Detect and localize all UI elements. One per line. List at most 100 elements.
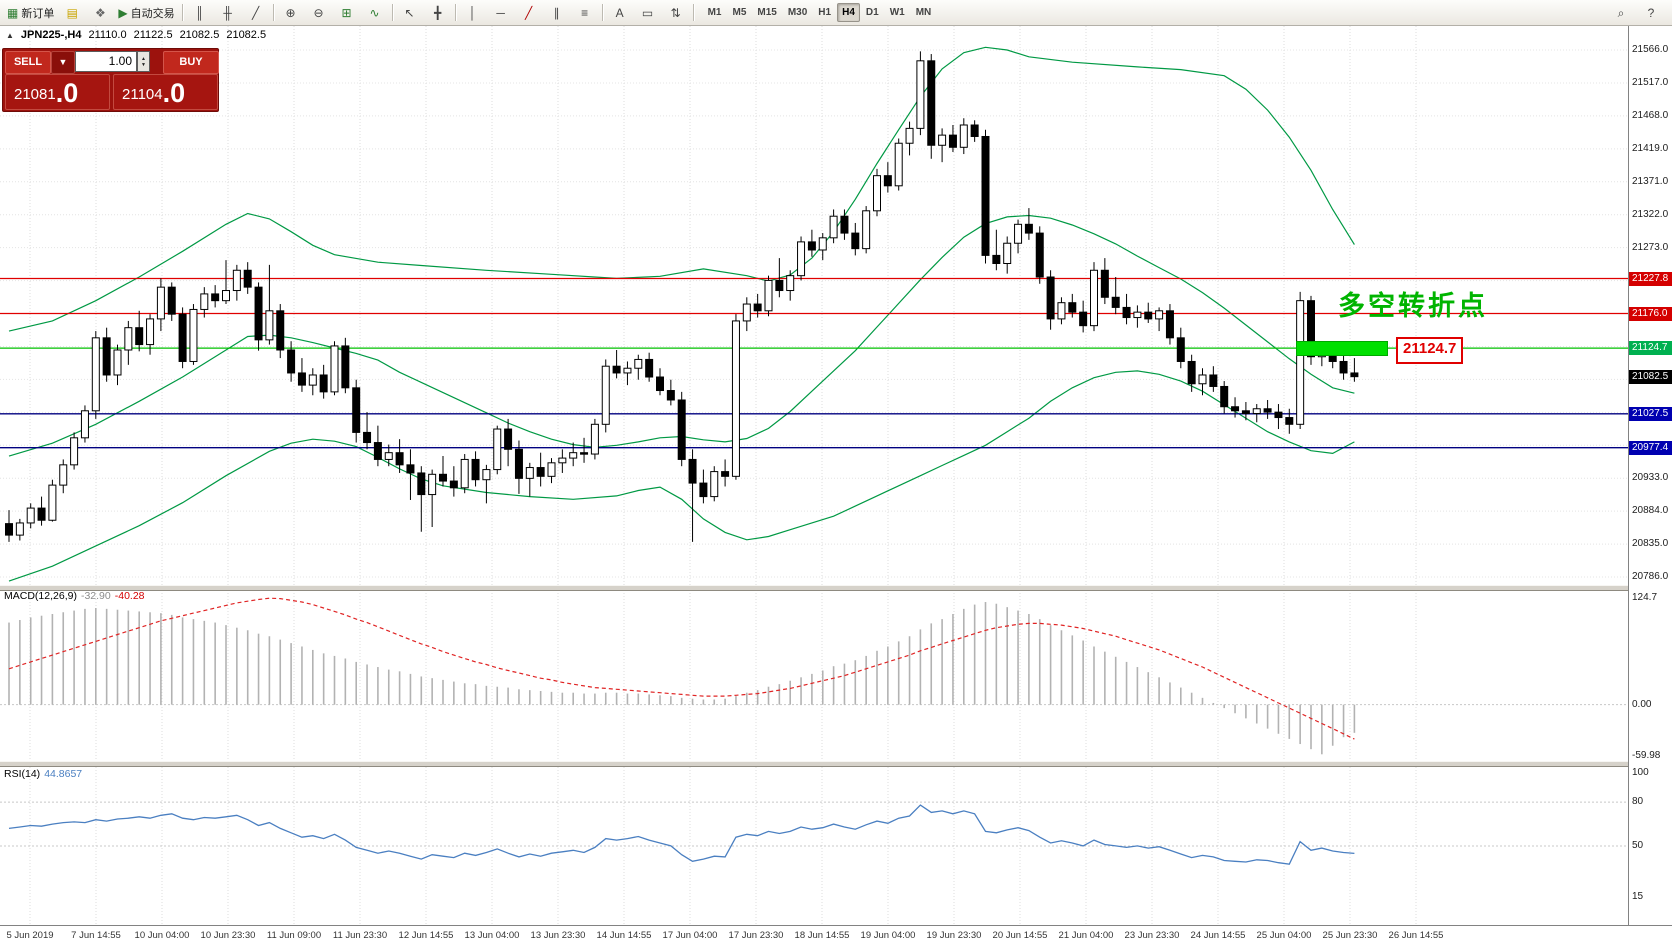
volume-dropdown-button[interactable]: ▼	[51, 51, 75, 74]
price-line-tag: 21027.5	[1629, 406, 1672, 421]
toolbar-separator	[391, 4, 393, 21]
line-chart-button[interactable]: ╱	[242, 2, 270, 24]
timeframe-w1-button[interactable]: W1	[889, 7, 905, 18]
volume-stepper[interactable]: ▲ ▼	[137, 51, 150, 72]
text-button[interactable]: A	[606, 2, 634, 24]
price-tick-label: 21322.0	[1632, 208, 1669, 220]
time-axis-label: 23 Jun 23:30	[1124, 930, 1180, 941]
zoom-out-button[interactable]: ⊖	[305, 2, 333, 24]
chart-ohlc-header: ▲ JPN225-,H4 21110.0 21122.5 21082.5 210…	[6, 29, 266, 41]
macd-scale-label: 124.7	[1632, 592, 1658, 603]
horizontal-line-button[interactable]: ─	[487, 2, 515, 24]
candlestick-chart-button[interactable]: ╫	[214, 2, 242, 24]
macd-name: MACD(12,26,9)	[4, 590, 77, 602]
volume-input[interactable]: 1.00	[75, 51, 137, 72]
tile-windows-button[interactable]: ⊞	[333, 2, 361, 24]
equidistant-channel-icon: ∥	[553, 5, 560, 20]
vertical-line-button[interactable]: │	[459, 2, 487, 24]
price-tick-label: 21517.0	[1632, 77, 1669, 89]
macd-scale-label: 0.00	[1632, 698, 1652, 710]
one-click-trading-panel: SELL ▼ 1.00 ▲ ▼ BUY 21081 .0 21104 .0	[2, 48, 219, 112]
panel-divider-rsi[interactable]	[0, 761, 1672, 767]
panel-divider-macd[interactable]	[0, 585, 1672, 591]
stepper-down-icon[interactable]: ▼	[141, 61, 146, 68]
timeframe-m1-button[interactable]: M1	[707, 7, 722, 18]
price-line-tag: 21176.0	[1629, 306, 1672, 321]
cursor-button[interactable]: ↖	[396, 2, 424, 24]
macd-main-value: -32.90	[80, 590, 111, 602]
bar-chart-button[interactable]: ║	[186, 2, 214, 24]
profiles-button[interactable]: ❖	[86, 2, 114, 24]
buy-button[interactable]: BUY	[163, 51, 219, 74]
toolbar-separator	[454, 4, 456, 21]
timeframe-group: M1 M5 M15 M30 H1 H4 D1 W1 MN	[703, 3, 937, 22]
timeframe-h1-button[interactable]: H1	[818, 7, 832, 18]
tile-windows-icon: ⊞	[341, 5, 352, 20]
price-tick-label: 21273.0	[1632, 241, 1669, 253]
time-axis[interactable]: 5 Jun 2019 7 Jun 14:55 10 Jun 04:00 10 Jun …	[0, 925, 1672, 946]
time-axis-label: 17 Jun 23:30	[728, 930, 784, 941]
price-callout-label: 21124.7	[1396, 337, 1464, 364]
profiles-icon: ❖	[94, 5, 106, 20]
sell-price-main: 21081	[14, 86, 56, 103]
main-toolbar: ▦ 新订单 ▤ ❖ ▶ 自动交易 ║ ╫ ╱ ⊕ ⊖ ⊞ ∿ ↖ ╋ │ ─ ╱ ∥ ≡ A ▭ ⇅ M1 M5 M15 M30 H1…	[0, 0, 1672, 26]
equidistant-channel-button[interactable]: ∥	[543, 2, 571, 24]
price-tick-label: 20884.0	[1632, 504, 1669, 516]
indicators-button[interactable]: ∿	[361, 2, 389, 24]
buy-price-button[interactable]: 21104 .0	[113, 74, 218, 110]
time-axis-label: 25 Jun 23:30	[1322, 930, 1378, 941]
crosshair-button[interactable]: ╋	[424, 2, 452, 24]
rsi-scale-label: 100	[1632, 767, 1649, 778]
search-button[interactable]: ⌕	[1607, 2, 1635, 24]
fibonacci-button[interactable]: ≡	[571, 2, 599, 24]
time-axis-label: 18 Jun 14:55	[794, 930, 850, 941]
chart-windows-button[interactable]: ▤	[58, 2, 86, 24]
chart-marker-icon: ▲	[6, 30, 14, 40]
trendline-button[interactable]: ╱	[515, 2, 543, 24]
timeframe-m30-button[interactable]: M30	[787, 7, 808, 18]
timeframe-d1-button[interactable]: D1	[865, 7, 879, 18]
toolbar-separator	[601, 4, 603, 21]
time-axis-label: 13 Jun 04:00	[464, 930, 520, 941]
help-button[interactable]: ?	[1637, 2, 1665, 24]
time-axis-label: 24 Jun 14:55	[1190, 930, 1246, 941]
timeframe-m15-button[interactable]: M15	[757, 7, 777, 18]
search-icon: ⌕	[1617, 5, 1625, 20]
timeframe-h4-button[interactable]: H4	[837, 3, 860, 22]
price-scale[interactable]: 21566.0 21517.0 21468.0 21419.0 21371.0 21322…	[1628, 26, 1672, 946]
rsi-scale-label: 50	[1632, 839, 1644, 851]
timeframe-m5-button[interactable]: M5	[732, 7, 747, 18]
text-label-button[interactable]: ▭	[634, 2, 662, 24]
time-axis-label: 19 Jun 23:30	[926, 930, 982, 941]
price-tick-label: 20933.0	[1632, 471, 1669, 483]
price-line-tag: 20977.4	[1629, 440, 1672, 455]
chart-windows-icon: ▤	[66, 5, 79, 20]
macd-signal-value: -40.28	[114, 590, 145, 602]
new-order-icon: ▦	[7, 5, 19, 20]
text-label-icon: ▭	[641, 5, 654, 20]
time-axis-label: 13 Jun 23:30	[530, 930, 586, 941]
time-axis-label: 11 Jun 09:00	[266, 930, 322, 941]
price-line-tag: 21124.7	[1629, 341, 1672, 356]
zoom-in-button[interactable]: ⊕	[277, 2, 305, 24]
stepper-up-icon[interactable]: ▲	[141, 55, 146, 62]
price-tick-label: 21419.0	[1632, 143, 1669, 155]
sell-price-button[interactable]: 21081 .0	[5, 74, 110, 110]
timeframe-mn-button[interactable]: MN	[915, 7, 932, 18]
toolbar-separator	[272, 4, 274, 21]
arrows-button[interactable]: ⇅	[662, 2, 690, 24]
line-chart-icon: ╱	[251, 5, 260, 20]
rsi-value: 44.8657	[44, 768, 83, 780]
chart-low-value: 21082.5	[179, 29, 220, 41]
sell-button[interactable]: SELL	[5, 51, 51, 74]
auto-trading-button[interactable]: ▶ 自动交易	[114, 2, 178, 24]
time-axis-label: 20 Jun 14:55	[992, 930, 1048, 941]
rsi-name: RSI(14)	[4, 768, 41, 780]
buy-price-big: .0	[162, 78, 186, 108]
price-tick-label: 20786.0	[1632, 571, 1669, 582]
price-line-tag: 21082.5	[1629, 369, 1672, 384]
rsi-indicator-label: RSI(14) 44.8657	[4, 768, 82, 780]
chart-open-value: 21110.0	[88, 29, 127, 41]
new-order-button[interactable]: ▦ 新订单	[3, 2, 58, 24]
